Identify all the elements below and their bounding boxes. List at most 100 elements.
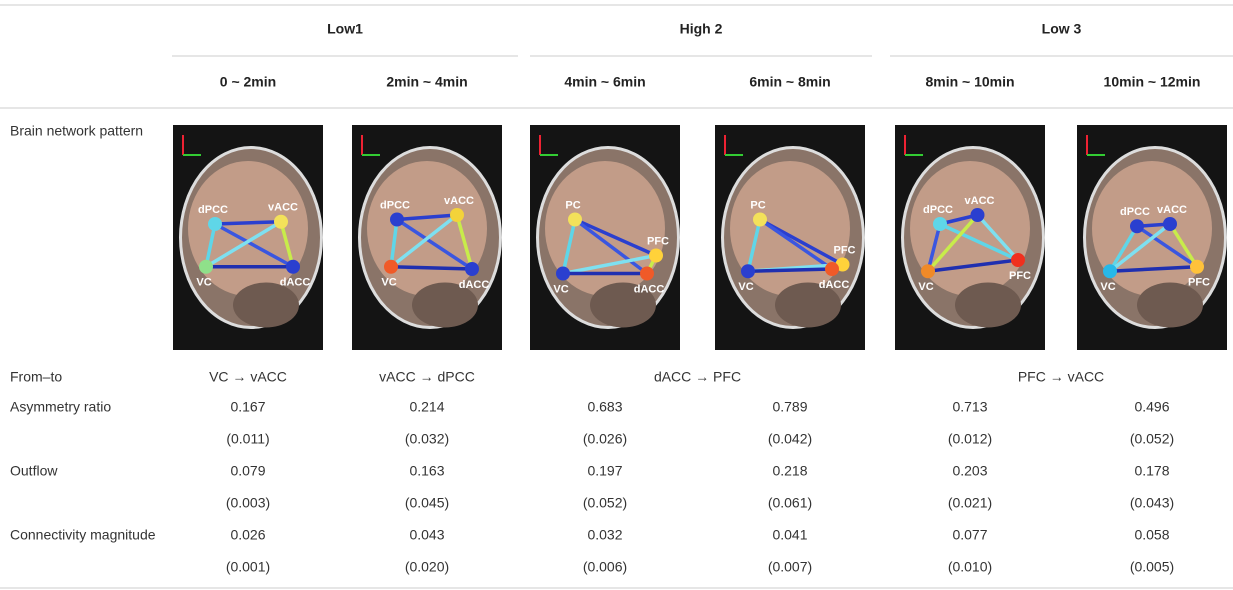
cell-value: 0.041 [772, 527, 807, 543]
node-label: vACC [1157, 204, 1187, 216]
cell-error: (0.020) [405, 559, 449, 575]
node-label: VC [918, 281, 933, 293]
node-label: dACC [280, 277, 311, 289]
cell-value: 0.043 [409, 527, 444, 543]
row-label: Brain network pattern [10, 123, 143, 139]
period-header: 6min ~ 8min [749, 74, 830, 90]
cell-value: 0.032 [587, 527, 622, 543]
cell-value: 0.079 [230, 463, 265, 479]
network-edge [215, 222, 281, 224]
cell-value: 0.218 [772, 463, 807, 479]
cell-error: (0.021) [948, 495, 992, 511]
group-header: Low 3 [1042, 21, 1082, 37]
network-node [753, 213, 767, 227]
network-node [1130, 219, 1144, 233]
cell-value: 0.167 [230, 399, 265, 415]
node-label: VC [1100, 281, 1115, 293]
period-header: 2min ~ 4min [386, 74, 467, 90]
cell-value: 0.683 [587, 399, 622, 415]
network-edge [391, 267, 472, 269]
node-label: dACC [459, 279, 490, 291]
period-header: 10min ~ 12min [1104, 74, 1201, 90]
network-node [274, 215, 288, 229]
row-label: Asymmetry ratio [10, 399, 111, 415]
network-node [825, 262, 839, 276]
cell-value: 0.077 [952, 527, 987, 543]
cell-value: 0.214 [409, 399, 444, 415]
network-node [971, 208, 985, 222]
from-to: PFC → vACC [1018, 369, 1104, 385]
node-label: VC [196, 277, 211, 289]
cell-error: (0.026) [583, 431, 627, 447]
cell-error: (0.043) [1130, 495, 1174, 511]
node-label: PFC [834, 244, 856, 256]
network-node [568, 213, 582, 227]
node-label: VC [738, 281, 753, 293]
cell-error: (0.052) [583, 495, 627, 511]
cell-value: 0.713 [952, 399, 987, 415]
network-edge [748, 269, 832, 271]
cell-error: (0.007) [768, 559, 812, 575]
network-node [741, 264, 755, 278]
row-label: From–to [10, 369, 62, 385]
node-label: dPCC [923, 204, 953, 216]
node-label: VC [553, 283, 568, 295]
node-label: PC [750, 199, 765, 211]
node-label: dPCC [380, 199, 410, 211]
network-node [390, 213, 404, 227]
network-node [1103, 264, 1117, 278]
cell-value: 0.197 [587, 463, 622, 479]
row-label: Connectivity magnitude [10, 527, 156, 543]
cell-error: (0.061) [768, 495, 812, 511]
network-node [465, 262, 479, 276]
cell-value: 0.058 [1134, 527, 1169, 543]
group-header: Low1 [327, 21, 363, 37]
node-label: vACC [268, 202, 298, 214]
node-label: PFC [647, 235, 669, 247]
cell-value: 0.163 [409, 463, 444, 479]
group-header: High 2 [680, 21, 723, 37]
brain-image: dPCC vACC VC dACC [173, 125, 323, 350]
network-node [649, 249, 663, 263]
cell-error: (0.003) [226, 495, 270, 511]
network-node [556, 267, 570, 281]
cell-error: (0.032) [405, 431, 449, 447]
cell-value: 0.178 [1134, 463, 1169, 479]
network-node [199, 260, 213, 274]
network-node [1011, 253, 1025, 267]
node-label: PFC [1009, 270, 1031, 282]
brain-image: PC PFC VC dACC [715, 125, 865, 350]
cerebellum [955, 283, 1021, 328]
node-label: dACC [819, 279, 850, 291]
network-node [1163, 217, 1177, 231]
period-header: 4min ~ 6min [564, 74, 645, 90]
network-node [450, 208, 464, 222]
table: Brain network pattern From–to Low1 High 2… [0, 0, 1233, 590]
period-header: 0 ~ 2min [220, 74, 276, 90]
node-label: PFC [1188, 277, 1210, 289]
node-label: dACC [634, 283, 665, 295]
cell-value: 0.026 [230, 527, 265, 543]
period-header: 8min ~ 10min [925, 74, 1014, 90]
row-label: Outflow [10, 463, 58, 479]
cell-value: 0.789 [772, 399, 807, 415]
cell-error: (0.006) [583, 559, 627, 575]
network-node [1190, 260, 1204, 274]
from-to: dACC → PFC [654, 369, 741, 385]
network-node [640, 267, 654, 281]
cell-error: (0.010) [948, 559, 992, 575]
node-label: PC [565, 199, 580, 211]
node-label: dPCC [198, 204, 228, 216]
brain-image: PC PFC VC dACC [530, 125, 680, 350]
from-to: vACC → dPCC [379, 369, 475, 385]
node-label: vACC [444, 195, 474, 207]
page: Brain network pattern From–to Low1 High 2… [0, 0, 1233, 590]
network-node [921, 264, 935, 278]
cell-error: (0.012) [948, 431, 992, 447]
cerebellum [233, 283, 299, 328]
cell-value: 0.496 [1134, 399, 1169, 415]
network-node [384, 260, 398, 274]
